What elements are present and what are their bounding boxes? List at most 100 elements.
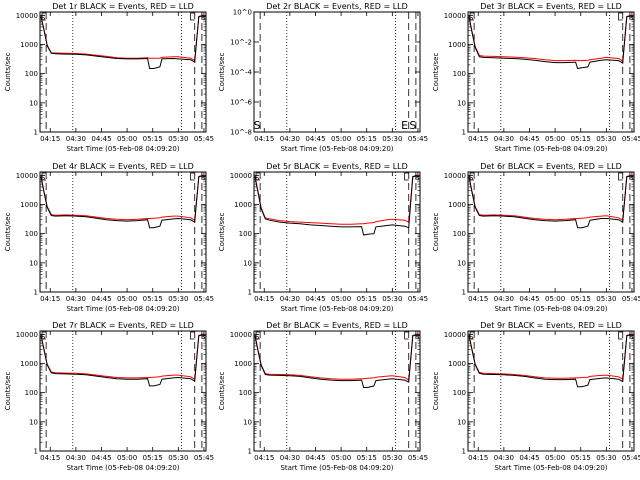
y-tick-label: 1 [34,448,38,456]
events-series-line [254,334,420,388]
y-tick-label: 100 [25,70,38,78]
interval-bracket [41,331,47,340]
panel-title: Det 5r BLACK = Events, RED = LLD [266,162,408,171]
interval-bracket [190,331,195,340]
x-tick-label: 04:30 [66,295,86,303]
interval-bracket [255,172,261,181]
x-tick-label: 05:45 [408,454,428,462]
lld-series-line [40,175,206,222]
y-tick-label: 1000 [234,201,252,209]
y-tick-label: 10000 [16,172,38,180]
x-tick-label: 05:00 [545,454,565,462]
x-tick-label: 05:15 [143,135,163,143]
x-tick-label: 04:15 [254,135,274,143]
y-tick-label: 100 [453,230,466,238]
x-tick-label: 05:15 [143,295,163,303]
x-tick-label: 04:30 [494,454,514,462]
saa-marker-label: S [469,333,474,341]
detector-panel-1: Det 1r BLACK = Events, RED = LLD Counts/s… [4,2,214,153]
x-tick-label: 05:45 [194,135,214,143]
saa-marker-label: S [41,174,46,182]
detector-panel-9: Det 9r BLACK = Events, RED = LLD Counts/s… [432,321,640,472]
x-tick-label: 05:00 [545,295,565,303]
x-tick-label: 04:15 [468,454,488,462]
saa-marker-label: S [629,14,634,22]
x-tick-label: 04:45 [519,295,539,303]
panel-title: Det 7r BLACK = Events, RED = LLD [52,321,194,330]
detector-panel-6: Det 6r BLACK = Events, RED = LLD Counts/s… [432,162,640,313]
y-tick-label: 100 [239,389,252,397]
y-tick-label: 100 [25,389,38,397]
x-tick-label: 05:45 [194,295,214,303]
x-tick-label: 05:30 [382,135,402,143]
y-tick-label: 1000 [20,41,38,49]
y-tick-label: 10 [457,259,466,267]
x-tick-label: 05:30 [596,454,616,462]
x-tick-label: 04:30 [280,295,300,303]
x-tick-label: 05:30 [382,454,402,462]
y-tick-label: 100 [453,70,466,78]
y-axis-label: Counts/sec [4,53,12,92]
y-tick-label: 10^-8 [230,129,252,137]
y-tick-label: 1000 [20,201,38,209]
lld-series-line [468,175,634,222]
x-tick-label: 04:15 [40,295,60,303]
y-tick-label: 1 [462,129,466,137]
x-tick-label: 05:30 [168,135,188,143]
y-tick-label: 100 [239,230,252,238]
interval-bracket [618,172,623,181]
x-axis-label: Start Time (05-Feb-08 04:09:20) [494,464,607,472]
y-tick-label: 10000 [16,331,38,339]
x-tick-label: 05:15 [571,454,591,462]
plot-frame [39,171,207,293]
x-tick-label: 04:45 [91,454,111,462]
saa-marker-label: S [255,174,260,182]
x-tick-label: 05:45 [622,135,640,143]
panel-title: Det 2r BLACK = Events, RED = LLD [266,2,408,11]
detector-panel-5: Det 5r BLACK = Events, RED = LLD Counts/s… [218,162,428,313]
plot-frame [253,171,421,293]
y-tick-label: 1000 [234,360,252,368]
lld-series-line [468,15,634,62]
x-tick-label: 04:30 [66,135,86,143]
y-axis-label: Counts/sec [218,213,226,252]
interval-bracket [190,12,195,21]
x-tick-label: 05:00 [331,454,351,462]
x-tick-label: 04:15 [254,454,274,462]
x-tick-label: 04:45 [305,135,325,143]
y-tick-label: 10^-2 [230,39,252,47]
y-tick-label: 1 [34,289,38,297]
events-series-line [468,175,634,229]
x-axis-label: Start Time (05-Feb-08 04:09:20) [66,305,179,313]
saa-marker-label: S [629,174,634,182]
panel-title: Det 1r BLACK = Events, RED = LLD [52,2,194,11]
y-tick-label: 10000 [230,331,252,339]
saa-marker-label: S [201,14,206,22]
detector-panel-2: Det 2r BLACK = Events, RED = LLD Counts/s… [218,2,428,153]
lld-series-line [468,334,634,381]
x-tick-label: 05:45 [408,135,428,143]
x-tick-label: 05:30 [168,295,188,303]
saa-marker-label: S [415,333,420,341]
lld-series-line [254,175,420,225]
y-tick-label: 1000 [448,360,466,368]
y-tick-label: 10000 [444,331,466,339]
x-tick-label: 05:45 [408,295,428,303]
events-series-line [468,15,634,70]
x-tick-label: 05:30 [596,135,616,143]
saa-marker-label: S [41,333,46,341]
x-tick-label: 04:15 [468,295,488,303]
saa-marker-label: S [254,119,261,132]
y-tick-label: 10^-6 [230,99,252,107]
interval-bracket [41,172,47,181]
interval-bracket [190,172,195,181]
lld-series-line [40,334,206,381]
plot-frame [253,330,421,452]
x-tick-label: 05:15 [357,295,377,303]
interval-bracket [404,331,409,340]
x-tick-label: 05:15 [143,454,163,462]
y-tick-label: 10 [29,259,38,267]
x-axis-label: Start Time (05-Feb-08 04:09:20) [494,305,607,313]
y-tick-label: 1 [462,289,466,297]
detector-panel-7: Det 7r BLACK = Events, RED = LLD Counts/s… [4,321,214,472]
